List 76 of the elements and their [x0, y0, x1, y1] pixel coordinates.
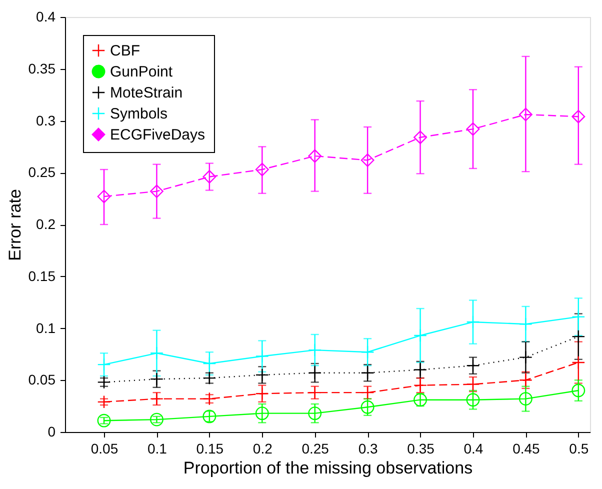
x-tick-label: 0.25 — [302, 440, 330, 456]
point — [255, 386, 269, 400]
point — [150, 346, 164, 360]
legend-label: CBF — [110, 42, 140, 60]
point — [97, 375, 111, 389]
point — [308, 149, 322, 163]
x-tick-label: 0.45 — [512, 440, 540, 456]
y-tick-label: 0.15 — [28, 268, 56, 284]
point — [202, 170, 216, 184]
y-tick-label: 0 — [48, 424, 56, 440]
point — [360, 153, 374, 167]
y-tick-label: 0.4 — [36, 8, 56, 24]
point — [308, 366, 322, 380]
point — [572, 356, 586, 370]
point — [255, 368, 269, 382]
point — [466, 358, 480, 372]
y-tick-label: 0.25 — [28, 164, 56, 180]
point — [202, 356, 216, 370]
y-tick-label: 0.35 — [28, 60, 56, 76]
point — [414, 378, 427, 392]
x-tick-label: 0.5 — [569, 440, 589, 456]
point — [466, 378, 480, 391]
point — [414, 130, 427, 144]
legend-label: GunPoint — [110, 64, 174, 80]
x-tick-label: 0.05 — [90, 440, 118, 456]
point — [360, 366, 374, 380]
point — [97, 395, 111, 409]
point — [518, 350, 532, 364]
point — [360, 345, 374, 359]
point — [466, 315, 480, 329]
point — [518, 373, 532, 387]
point — [572, 384, 586, 398]
point — [255, 406, 269, 420]
point — [150, 184, 164, 198]
point — [255, 350, 269, 363]
point — [255, 162, 269, 176]
point — [518, 392, 532, 406]
point — [150, 392, 164, 406]
point — [414, 363, 427, 376]
point — [518, 108, 532, 122]
point — [97, 190, 111, 204]
point — [466, 122, 480, 136]
point — [150, 412, 164, 426]
y-axis-title: Error rate — [5, 189, 24, 261]
y-tick-label: 0.2 — [36, 216, 56, 232]
x-tick-label: 0.35 — [407, 440, 435, 456]
point — [150, 372, 164, 386]
point — [202, 410, 216, 424]
point — [97, 358, 111, 372]
y-tick-label: 0.1 — [36, 320, 56, 336]
point — [572, 330, 586, 344]
point — [202, 371, 216, 385]
point — [414, 328, 427, 342]
point — [308, 386, 322, 400]
x-tick-label: 0.1 — [147, 440, 168, 456]
x-tick-label: 0.3 — [358, 440, 378, 456]
point — [97, 414, 111, 428]
point — [360, 386, 374, 400]
y-tick-label: 0.3 — [36, 112, 56, 128]
x-axis-title: Proportion of the missing observations — [183, 458, 473, 478]
point — [414, 393, 427, 407]
x-tick-label: 0.2 — [252, 440, 273, 456]
point — [518, 317, 532, 331]
legend-label: MoteStrain — [110, 84, 183, 102]
x-tick-label: 0.15 — [196, 440, 224, 456]
point — [572, 310, 586, 324]
legend-label: Symbols — [110, 106, 168, 122]
y-tick-label: 0.05 — [28, 372, 56, 388]
legend-label: ECGFiveDays — [110, 126, 206, 144]
point — [202, 392, 216, 406]
point — [308, 343, 322, 357]
x-tick-label: 0.4 — [464, 440, 484, 456]
point — [360, 400, 374, 414]
point — [572, 110, 586, 124]
point — [466, 393, 480, 407]
point — [308, 406, 322, 420]
